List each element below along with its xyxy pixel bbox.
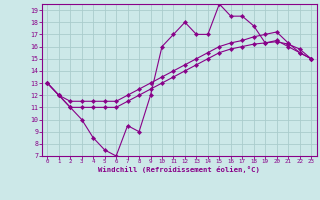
X-axis label: Windchill (Refroidissement éolien,°C): Windchill (Refroidissement éolien,°C) <box>98 166 260 173</box>
